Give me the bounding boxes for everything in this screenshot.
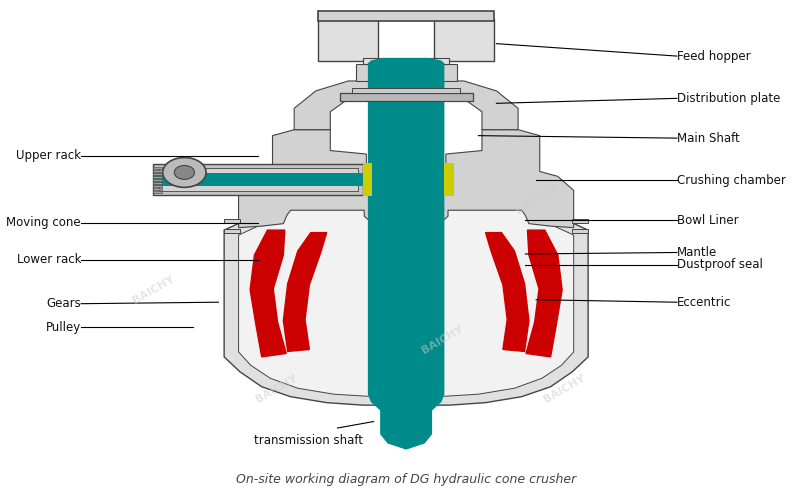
Bar [224,218,240,222]
Text: BAICHY: BAICHY [420,324,465,356]
Bar [352,88,460,93]
Bar [318,12,494,22]
Polygon shape [250,230,286,357]
Text: Feed hopper: Feed hopper [677,50,750,62]
Text: Pulley: Pulley [46,320,81,334]
Polygon shape [526,230,562,357]
Text: Gears: Gears [46,297,81,310]
Text: Lower rack: Lower rack [17,254,81,266]
Bar [445,164,454,196]
Bar [154,167,162,170]
Bar [224,228,240,232]
Text: Eccentric: Eccentric [677,296,731,308]
Bar [154,176,162,178]
Polygon shape [486,232,529,352]
Text: Upper rack: Upper rack [16,149,81,162]
Text: Crushing chamber: Crushing chamber [677,174,786,187]
Text: BAICHY: BAICHY [254,374,298,405]
Text: BAICHY: BAICHY [130,274,176,306]
Bar [154,191,162,194]
Polygon shape [283,232,326,352]
Text: Bowl Liner: Bowl Liner [677,214,738,226]
Circle shape [162,158,206,188]
Circle shape [174,166,194,179]
Bar [362,58,450,64]
Text: BAICHY: BAICHY [514,184,558,216]
Bar [154,188,162,190]
Text: Mantle: Mantle [677,246,718,259]
Polygon shape [238,130,574,228]
Polygon shape [294,81,518,130]
Bar [154,179,162,182]
Polygon shape [369,58,444,449]
Text: BAICHY: BAICHY [542,374,587,405]
Text: Dustproof seal: Dustproof seal [677,258,763,272]
Text: Moving cone: Moving cone [6,216,81,229]
Bar [154,185,162,188]
Bar [154,164,362,196]
Bar [154,174,366,186]
Bar [572,218,588,222]
Bar [340,93,473,101]
Bar [154,173,162,176]
Bar [159,168,358,192]
Bar [154,170,162,172]
Text: Distribution plate: Distribution plate [677,92,780,105]
Bar [318,19,378,61]
Polygon shape [238,188,574,396]
Bar [572,228,588,232]
Bar [154,182,162,184]
Polygon shape [224,180,588,405]
Bar [355,64,457,81]
Text: transmission shaft: transmission shaft [254,434,363,447]
Text: Main Shaft: Main Shaft [677,132,740,144]
Bar [362,164,372,196]
Bar [434,19,494,61]
Text: On-site working diagram of DG hydraulic cone crusher: On-site working diagram of DG hydraulic … [236,473,576,486]
